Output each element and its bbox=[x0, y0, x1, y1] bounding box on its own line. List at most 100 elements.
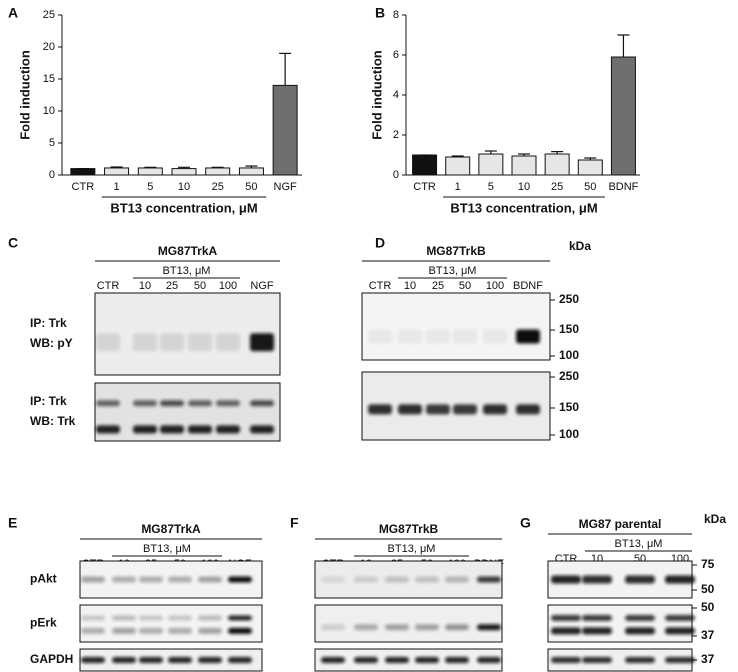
band bbox=[665, 657, 695, 663]
lane-label: 50 bbox=[459, 280, 471, 292]
bar bbox=[511, 155, 537, 176]
band bbox=[112, 615, 136, 621]
treatment-label: BT13, μM bbox=[388, 543, 436, 555]
band bbox=[81, 627, 105, 634]
band bbox=[415, 657, 439, 663]
lane-label: 100 bbox=[486, 280, 504, 292]
x-tick-label: BDNF bbox=[608, 181, 638, 193]
blot-frame bbox=[314, 560, 503, 599]
band bbox=[426, 404, 450, 415]
panel-letter: E bbox=[8, 515, 17, 531]
bar bbox=[104, 167, 130, 176]
marker-label: 250 bbox=[559, 369, 579, 383]
band bbox=[216, 333, 240, 352]
marker-label: 150 bbox=[559, 322, 579, 336]
y-tick-label: 25 bbox=[43, 9, 55, 21]
blot-title: MG87TrkB bbox=[426, 244, 486, 258]
band bbox=[385, 657, 409, 663]
bar bbox=[272, 84, 298, 176]
x-tick-label: 5 bbox=[147, 181, 153, 193]
band bbox=[385, 576, 409, 583]
band bbox=[445, 624, 469, 631]
row-label: GAPDH bbox=[30, 652, 73, 666]
band bbox=[354, 576, 378, 583]
panel-letter: F bbox=[290, 515, 299, 531]
row-label: pErk bbox=[30, 616, 57, 630]
band bbox=[477, 624, 501, 631]
band bbox=[112, 657, 136, 663]
band bbox=[368, 404, 392, 415]
band bbox=[665, 575, 695, 584]
band bbox=[112, 576, 136, 583]
band bbox=[168, 657, 192, 663]
y-tick-label: 20 bbox=[43, 41, 55, 53]
band bbox=[250, 425, 274, 434]
band bbox=[551, 575, 581, 584]
band bbox=[81, 615, 105, 621]
band bbox=[228, 576, 252, 583]
row-label: IP: Trk bbox=[30, 394, 67, 408]
blot-frame bbox=[79, 648, 263, 672]
band bbox=[188, 400, 212, 407]
marker-label: 75 bbox=[701, 557, 715, 571]
blot-background bbox=[95, 293, 280, 375]
band bbox=[96, 333, 120, 352]
band bbox=[133, 333, 157, 352]
band bbox=[625, 657, 655, 663]
x-tick-label: 1 bbox=[455, 181, 461, 193]
x-tick-label: 1 bbox=[114, 181, 120, 193]
lane-label: NGF bbox=[250, 280, 274, 292]
marker-label: 37 bbox=[701, 652, 715, 666]
bar bbox=[205, 167, 231, 176]
band bbox=[321, 576, 345, 583]
bar bbox=[171, 168, 197, 176]
band bbox=[582, 575, 612, 584]
blot-frame bbox=[79, 560, 263, 599]
blot-frame bbox=[79, 604, 263, 643]
x-tick-label: CTR bbox=[413, 181, 436, 193]
band bbox=[216, 425, 240, 434]
blot-background bbox=[80, 605, 262, 642]
blot-background bbox=[315, 605, 502, 642]
bar bbox=[137, 167, 163, 176]
band bbox=[198, 615, 222, 621]
y-tick-label: 4 bbox=[393, 89, 399, 101]
blot-frame bbox=[94, 292, 281, 376]
band bbox=[139, 627, 163, 634]
band bbox=[168, 615, 192, 621]
band bbox=[139, 657, 163, 663]
band bbox=[483, 329, 507, 344]
treatment-label: BT13, μM bbox=[163, 265, 211, 277]
band bbox=[516, 404, 540, 415]
band bbox=[625, 627, 655, 635]
blot-background bbox=[548, 605, 692, 642]
band bbox=[477, 576, 501, 583]
x-tick-label: 10 bbox=[178, 181, 190, 193]
band bbox=[582, 614, 612, 621]
band bbox=[354, 657, 378, 663]
blot-background bbox=[362, 293, 550, 360]
x-tick-label: 10 bbox=[518, 181, 530, 193]
row-label: pAkt bbox=[30, 572, 57, 586]
bar bbox=[412, 154, 438, 176]
lane-label: 25 bbox=[432, 280, 444, 292]
blot-background bbox=[548, 649, 692, 671]
blot-title: MG87TrkB bbox=[379, 522, 439, 536]
y-tick-label: 0 bbox=[49, 169, 55, 181]
band bbox=[321, 624, 345, 631]
lane-label: 100 bbox=[219, 280, 237, 292]
marker-label: 250 bbox=[559, 292, 579, 306]
band bbox=[582, 657, 612, 663]
band bbox=[625, 614, 655, 621]
band bbox=[415, 576, 439, 583]
blot-frame bbox=[547, 604, 693, 643]
lane-label: 25 bbox=[166, 280, 178, 292]
band bbox=[198, 576, 222, 583]
y-tick-label: 15 bbox=[43, 73, 55, 85]
y-tick-label: 5 bbox=[49, 137, 55, 149]
marker-label: 100 bbox=[559, 427, 579, 441]
band bbox=[551, 614, 581, 621]
band bbox=[445, 576, 469, 583]
x-axis-label: BT13 concentration, μM bbox=[450, 200, 597, 215]
band bbox=[139, 615, 163, 621]
